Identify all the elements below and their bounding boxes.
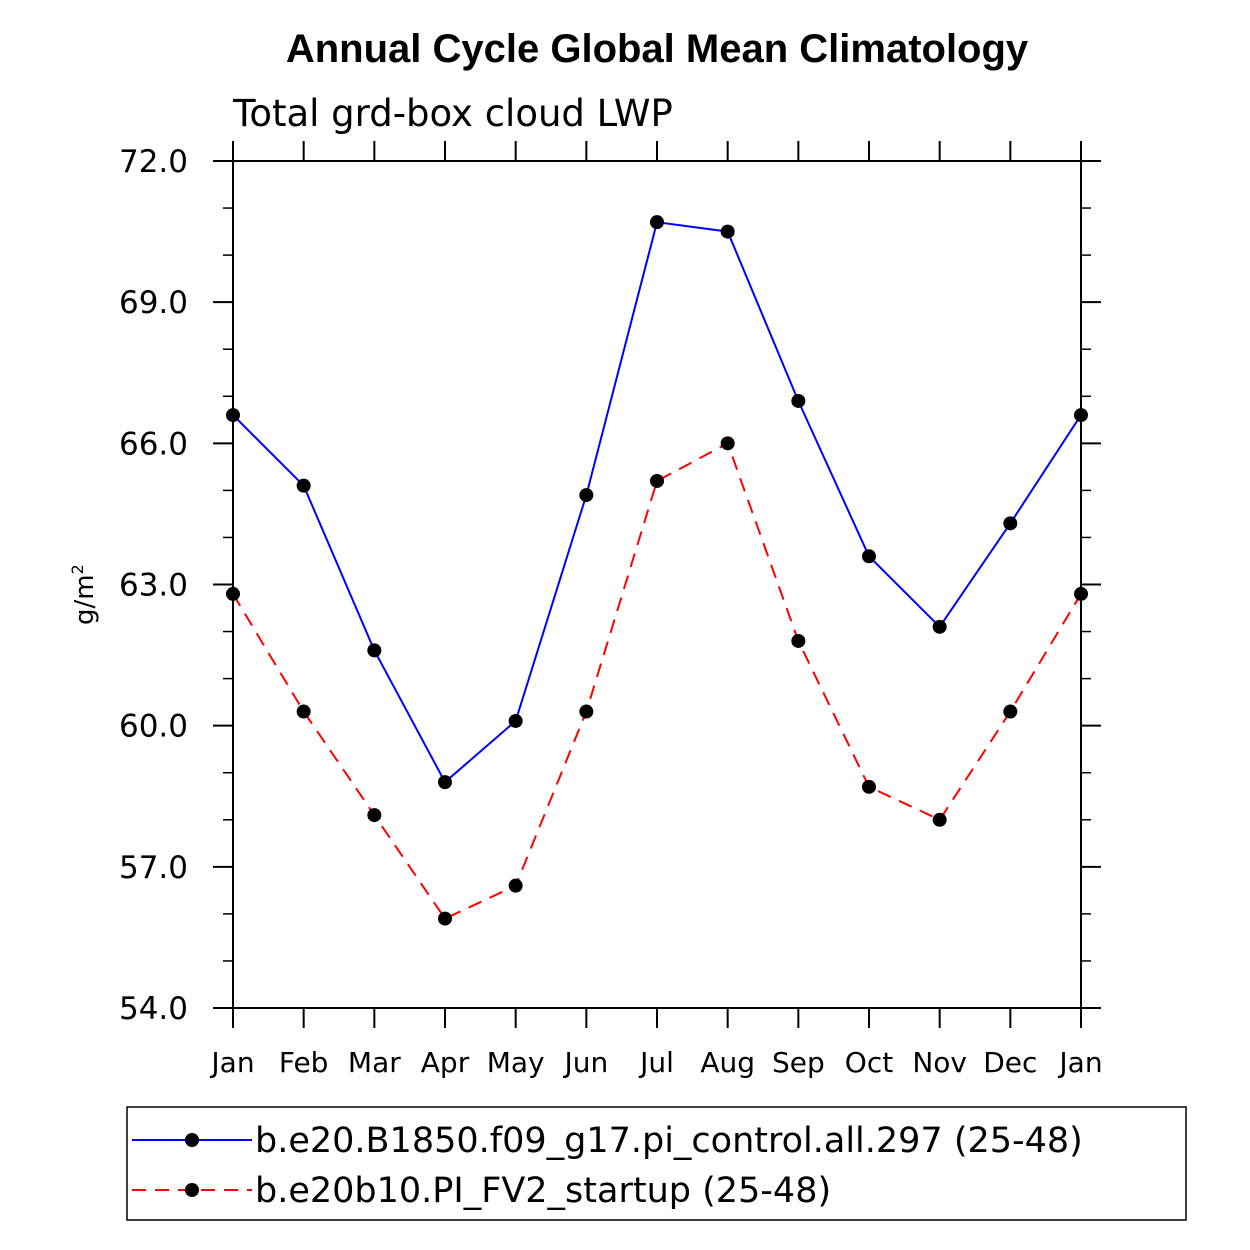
series-1-point bbox=[438, 775, 452, 790]
series-2-point bbox=[438, 911, 452, 926]
y-tick-label: 69.0 bbox=[119, 285, 188, 321]
x-tick-label: Oct bbox=[845, 1046, 893, 1079]
x-tick-label: Jul bbox=[638, 1046, 674, 1079]
x-tick-label: Sep bbox=[772, 1046, 825, 1079]
series-1-point bbox=[508, 713, 523, 728]
legend: b.e20.B1850.f09_g17.pi_control.all.297 (… bbox=[132, 1121, 1083, 1211]
x-tick-label: Jan bbox=[209, 1046, 254, 1079]
x-tick-label: Dec bbox=[983, 1046, 1037, 1079]
series-1-point bbox=[1003, 516, 1018, 531]
y-tick-label: 60.0 bbox=[119, 709, 188, 745]
y-tick-label: 72.0 bbox=[119, 144, 188, 180]
y-tick-label: 54.0 bbox=[119, 991, 188, 1027]
legend-label-1: b.e20.B1850.f09_g17.pi_control.all.297 (… bbox=[255, 1121, 1083, 1161]
plot-frame bbox=[232, 160, 1082, 1009]
series-1-point bbox=[650, 215, 664, 230]
series-1-point bbox=[862, 549, 876, 564]
series-1-point bbox=[367, 643, 382, 658]
series-1-point bbox=[1074, 408, 1088, 423]
chart-subtitle: Total grd-box cloud LWP bbox=[232, 92, 673, 135]
series-2-point bbox=[579, 704, 594, 719]
series-1-point bbox=[226, 408, 240, 423]
series-2-point bbox=[720, 436, 735, 451]
x-tick-label: Apr bbox=[421, 1046, 470, 1079]
legend-label-2: b.e20b10.PI_FV2_startup (25-48) bbox=[255, 1171, 831, 1211]
x-tick-label: Jan bbox=[1057, 1046, 1102, 1079]
y-tick-label: 63.0 bbox=[119, 568, 188, 604]
series-1-point bbox=[579, 488, 594, 503]
series-1-point bbox=[720, 224, 735, 239]
y-tick-label: 66.0 bbox=[119, 426, 188, 462]
plot-area: 54.0 57.0 60.0 63.0 66.0 69.0 72.0 Jan Feb Mar Apr… bbox=[119, 141, 1103, 1079]
series-2-point bbox=[226, 586, 240, 601]
series-2-point bbox=[367, 808, 382, 823]
series-1-point bbox=[932, 619, 947, 634]
x-tick-label: Jun bbox=[562, 1046, 608, 1079]
y-tick-label: 57.0 bbox=[119, 850, 188, 886]
chart-title: Annual Cycle Global Mean Climatology bbox=[286, 27, 1029, 71]
series-2-point bbox=[508, 878, 523, 893]
series-2-point bbox=[791, 633, 806, 648]
series-2-point bbox=[650, 473, 664, 488]
series-2-point bbox=[862, 779, 876, 794]
series-2-point bbox=[1074, 586, 1088, 601]
series-1-point bbox=[791, 393, 806, 408]
legend-marker-2 bbox=[185, 1183, 199, 1197]
x-tick-label: Nov bbox=[912, 1046, 967, 1079]
legend-box bbox=[126, 1106, 1187, 1221]
x-tick-label: May bbox=[487, 1046, 545, 1079]
y-axis-label-superscript: 2 bbox=[68, 564, 87, 574]
series-1-point bbox=[296, 478, 311, 493]
series-2-point bbox=[296, 704, 311, 719]
series-line-2 bbox=[232, 441, 1082, 920]
series-line-1 bbox=[232, 221, 1082, 784]
legend-marker-1 bbox=[185, 1133, 199, 1147]
x-tick-label: Feb bbox=[279, 1046, 329, 1079]
x-tick-label: Aug bbox=[700, 1046, 755, 1079]
y-axis-label-text: g/m bbox=[70, 574, 100, 625]
y-axis-label: g/m2 bbox=[68, 564, 100, 625]
series-2-point bbox=[1003, 704, 1018, 719]
x-tick-label: Mar bbox=[348, 1046, 401, 1079]
series-2-point bbox=[932, 812, 947, 827]
